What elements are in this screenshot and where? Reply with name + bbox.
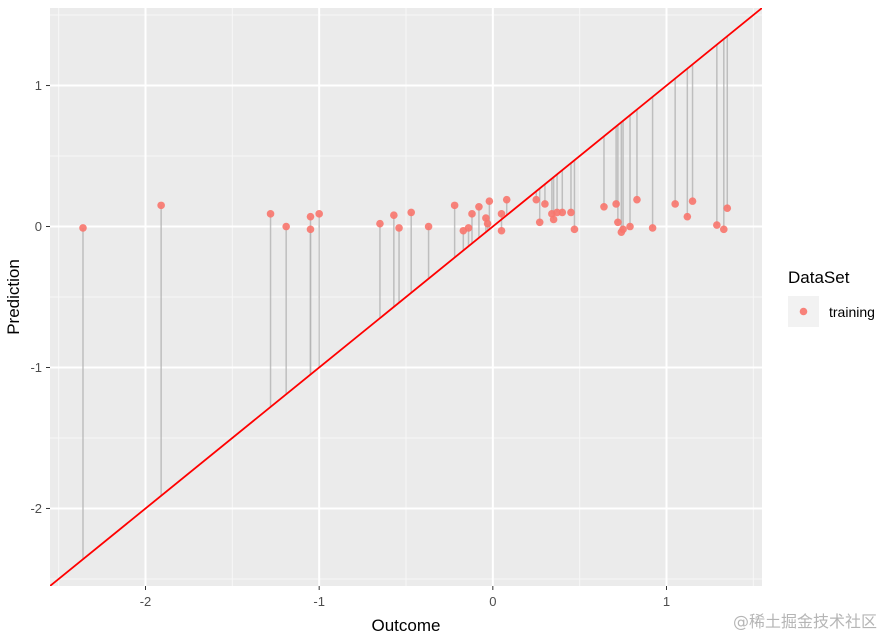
watermark: @稀土掘金技术社区 — [732, 612, 877, 631]
x-tick-label: 1 — [663, 594, 670, 609]
data-point — [464, 224, 473, 232]
data-point — [648, 224, 657, 232]
data-point — [306, 225, 315, 234]
grid-lines — [50, 8, 762, 586]
data-point — [157, 201, 165, 210]
data-point — [450, 201, 459, 210]
data-point — [600, 202, 608, 211]
data-point — [475, 202, 483, 211]
data-points — [79, 195, 732, 236]
data-point — [614, 218, 622, 227]
data-point — [497, 226, 506, 235]
x-tick-label: 0 — [489, 594, 496, 609]
data-point — [549, 215, 558, 224]
data-point — [713, 221, 721, 229]
data-point — [671, 200, 679, 208]
residual-segments — [82, 36, 729, 560]
data-point — [619, 225, 627, 234]
legend-key-point — [799, 307, 808, 316]
data-point — [567, 208, 575, 217]
data-point — [483, 219, 492, 228]
data-point — [79, 224, 87, 232]
legend-label: training — [829, 304, 875, 320]
y-tick-label: 0 — [35, 219, 42, 234]
data-point — [633, 195, 641, 204]
y-tick-label: -1 — [30, 360, 42, 375]
data-point — [723, 204, 732, 212]
data-point — [376, 219, 384, 228]
x-axis-title: Outcome — [372, 616, 441, 635]
legend-title: DataSet — [788, 268, 850, 287]
x-tick-label: -2 — [140, 594, 152, 609]
data-point — [541, 200, 549, 208]
data-point — [424, 222, 433, 231]
y-tick-label: -2 — [30, 501, 42, 516]
data-point — [306, 212, 315, 221]
data-point — [532, 195, 541, 204]
data-point — [315, 210, 323, 218]
data-point — [570, 225, 579, 234]
data-point — [535, 218, 544, 227]
y-axis-title: Prediction — [4, 259, 23, 335]
data-point — [485, 197, 494, 205]
data-point — [688, 197, 697, 205]
data-point — [395, 224, 403, 232]
data-point — [502, 195, 511, 204]
x-tick-label: -1 — [313, 594, 325, 609]
data-point — [683, 212, 692, 221]
reference-line — [50, 8, 762, 586]
data-point — [626, 222, 634, 231]
data-point — [612, 200, 620, 208]
data-point — [497, 210, 506, 218]
data-point — [468, 210, 476, 218]
data-point — [719, 225, 728, 234]
y-tick-label: 1 — [35, 78, 42, 93]
data-point — [553, 208, 561, 217]
axes: -2 -1 0 1 -2 -1 0 1 — [30, 78, 670, 609]
data-point — [407, 208, 416, 217]
data-point — [390, 211, 398, 220]
data-point — [282, 222, 290, 231]
data-point — [558, 208, 567, 217]
data-point — [266, 210, 275, 218]
legend: DataSet training — [788, 268, 875, 327]
